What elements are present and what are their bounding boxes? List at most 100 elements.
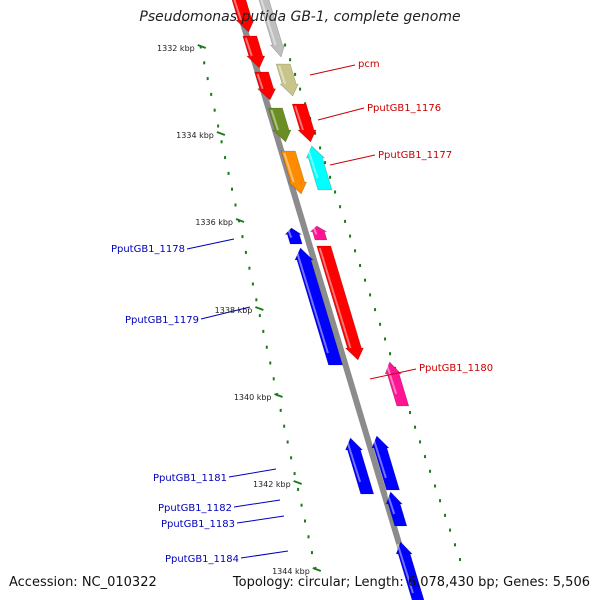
scale-dot [439, 499, 442, 503]
scale-tick-label: 1340 kbp [234, 393, 272, 402]
leader-line [186, 238, 235, 250]
gene-arrow [231, 0, 255, 33]
gene-label-pputgb1-1178: PputGB1_1178 [111, 244, 185, 255]
scale-tick-label: 1336 kbp [195, 218, 233, 227]
scale-tick-label: 1332 kbp [157, 44, 195, 53]
scale-dot [349, 234, 352, 238]
scale-tick-mark [235, 218, 245, 223]
scale-dot [297, 487, 300, 491]
scale-dot [206, 77, 209, 81]
gene-pputgb1-1181 [384, 361, 410, 407]
scale-dot [449, 528, 452, 532]
accession-text: Accession: NC_010322 [9, 575, 157, 590]
gene-pputgb1-1177 [280, 150, 308, 195]
scale-dot [344, 219, 347, 223]
gene-pputgb1-1183 [385, 491, 408, 527]
leader-line [240, 550, 289, 559]
scale-dot [364, 278, 367, 282]
leader-line [236, 515, 285, 524]
scale-dot [300, 503, 303, 507]
gene-highlight [318, 247, 352, 349]
scale-dot [213, 108, 216, 112]
scale-dot [389, 352, 392, 356]
gene-pputgb1-1178 [305, 145, 333, 191]
scale-dot [241, 235, 244, 239]
gene-highlight [283, 152, 295, 183]
scale-dot [429, 469, 432, 473]
scale-dot [279, 408, 282, 412]
gene-label-pputgb1-1182: PputGB1_1182 [158, 503, 232, 514]
gene-highlight [278, 65, 287, 85]
scale-dot [359, 264, 362, 267]
gene-pputgb1-1176 [267, 107, 292, 143]
scale-dot [334, 190, 337, 194]
scale-tick-mark [312, 567, 322, 572]
scale-tick-label: 1342 kbp [253, 480, 291, 489]
scale-dot [255, 298, 258, 302]
gene-arrow [254, 71, 277, 101]
scale-dot [444, 513, 447, 517]
scale-dot [269, 361, 272, 365]
scale-dot [217, 124, 220, 128]
scale-dot [434, 484, 437, 488]
genome-summary-text: Topology: circular; Length: 6,078,430 bp… [232, 575, 590, 590]
scale-dot [454, 543, 457, 547]
scale-tick-label: 1334 kbp [176, 131, 214, 140]
leader-line [317, 107, 365, 121]
gene-highlight [270, 109, 279, 131]
scale-tick-label: 1338 kbp [215, 306, 253, 315]
scale-dot [272, 377, 275, 381]
gene-highlight [295, 249, 329, 354]
leader-line [200, 306, 251, 320]
scale-dot [424, 455, 427, 459]
scale-dot [258, 314, 261, 318]
scale-dot [227, 171, 230, 175]
scale-tick-mark [293, 480, 303, 485]
scale-dot [248, 266, 251, 270]
gene-label-pputgb1-1176: PputGB1_1176 [367, 103, 441, 114]
scale-dot [262, 329, 265, 333]
scale-dot [220, 140, 223, 144]
gene-highlight [260, 0, 277, 46]
scale-dot [224, 156, 227, 160]
gene-highlight [386, 493, 396, 515]
scale-dot [251, 282, 254, 286]
leader-line [309, 64, 356, 76]
scale-tick-mark [255, 306, 264, 311]
gene-highlight [233, 0, 242, 21]
gene-highlight [294, 105, 304, 131]
gene-highlight [256, 73, 264, 90]
gene-arrow [284, 227, 303, 245]
scale-dot [293, 472, 296, 476]
gene-arrow [242, 35, 266, 69]
gene-label-pputgb1-1184: PputGB1_1184 [165, 554, 239, 565]
scale-dot [283, 424, 286, 428]
scale-dot [384, 337, 387, 341]
gene-label-pputgb1-1181: PputGB1_1181 [153, 473, 227, 484]
scale-dot [419, 440, 422, 444]
scale-dot [244, 250, 247, 254]
scale-dot [299, 87, 302, 91]
scale-dot [265, 345, 268, 349]
scale-dot [286, 440, 289, 444]
gene-label-pputgb1-1183: PputGB1_1183 [161, 519, 235, 530]
gene-label-pputgb1-1177: PputGB1_1177 [378, 150, 452, 161]
gene-highlight [372, 437, 387, 479]
scale-dot [374, 308, 377, 312]
scale-dot [290, 456, 293, 460]
scale-dot [369, 293, 372, 297]
scale-dot [319, 146, 322, 150]
gene-highlight [287, 229, 293, 238]
gene-label-pputgb1-1180: PputGB1_1180 [419, 363, 493, 374]
gene-highlight [385, 363, 398, 395]
leader-line [228, 468, 277, 478]
scale-dot [307, 535, 310, 539]
scale-dot [339, 205, 342, 209]
gene-label-pcm: pcm [358, 59, 380, 70]
scale-dot [329, 175, 332, 179]
map-title: Pseudomonas putida GB-1, complete genome [139, 9, 461, 25]
leader-line [233, 499, 281, 508]
scale-dot [210, 92, 213, 96]
